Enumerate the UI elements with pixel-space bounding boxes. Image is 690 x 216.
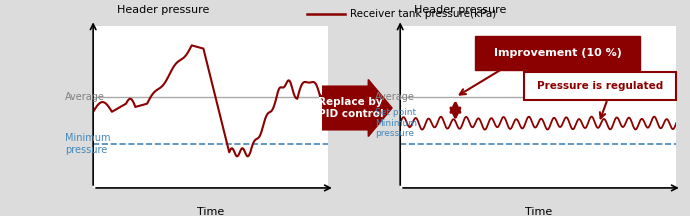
- Text: Improvement (10 %): Improvement (10 %): [493, 48, 622, 59]
- Text: Time: Time: [197, 207, 224, 216]
- Text: Replace by
PID control: Replace by PID control: [318, 97, 384, 119]
- Text: Time: Time: [524, 207, 552, 216]
- FancyBboxPatch shape: [524, 72, 676, 100]
- Text: Header pressure: Header pressure: [414, 5, 506, 15]
- FancyArrow shape: [322, 79, 392, 137]
- Text: Receiver tank pressure(kPa): Receiver tank pressure(kPa): [350, 9, 496, 19]
- Text: Minimum
pressure: Minimum pressure: [65, 133, 110, 155]
- FancyBboxPatch shape: [475, 37, 640, 70]
- Text: Pressure is regulated: Pressure is regulated: [538, 81, 663, 91]
- Text: Average: Average: [65, 92, 105, 102]
- Text: Set point
Minimum
pressure: Set point Minimum pressure: [375, 108, 417, 138]
- Text: Header pressure: Header pressure: [117, 5, 209, 15]
- Text: Average: Average: [375, 92, 415, 102]
